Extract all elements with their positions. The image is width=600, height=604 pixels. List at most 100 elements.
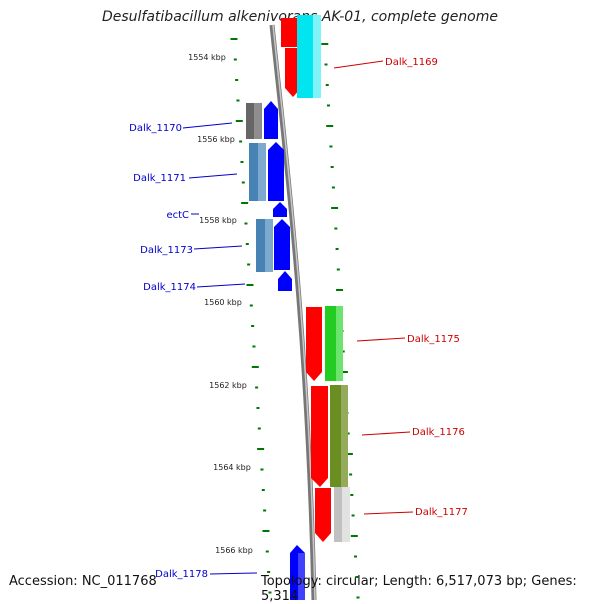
steelblue-feature-shade-2 bbox=[265, 219, 273, 272]
tick-mark bbox=[251, 325, 255, 327]
gene-arrow-dalk-1169[interactable] bbox=[281, 18, 297, 47]
tick-mark bbox=[230, 38, 238, 40]
tick-mark bbox=[235, 120, 243, 122]
lightgrey-feature-shade bbox=[342, 487, 350, 542]
gene-label-dalk-1175[interactable]: Dalk_1175 bbox=[407, 334, 460, 345]
tick-mark bbox=[252, 345, 256, 348]
cyan-feature-shade bbox=[313, 15, 321, 98]
tick-mark bbox=[354, 555, 358, 558]
leader-dalk-1175 bbox=[356, 337, 406, 342]
gene-label-dalk-1170[interactable]: Dalk_1170 bbox=[129, 123, 182, 134]
kbp-labels: 1554 kbp 1556 kbp 1558 kbp 1560 kbp 1562 kbp… bbox=[188, 53, 253, 555]
leader-dalk-1173 bbox=[193, 245, 243, 250]
gene-arrow-dalk-1173[interactable] bbox=[274, 219, 290, 270]
tick-mark bbox=[257, 427, 261, 430]
gene-arrow-dalk-1171[interactable] bbox=[268, 142, 284, 201]
tick-mark bbox=[329, 145, 333, 148]
tick-mark bbox=[336, 289, 344, 291]
kbp-label: 1554 kbp bbox=[188, 53, 226, 62]
leader-dalk-1170 bbox=[182, 122, 233, 129]
tick-mark bbox=[246, 284, 254, 286]
genome-backbone bbox=[269, 24, 317, 600]
tick-mark bbox=[350, 535, 358, 537]
tick-mark bbox=[249, 304, 253, 307]
green-feature-shade bbox=[336, 306, 343, 381]
tick-mark bbox=[335, 248, 339, 250]
tick-mark bbox=[326, 125, 334, 127]
gene-label-ectc[interactable]: ectC bbox=[166, 210, 189, 221]
tick-mark bbox=[262, 530, 270, 532]
gene-label-dalk-1177[interactable]: Dalk_1177 bbox=[415, 507, 468, 518]
gene-arrow-dalk-1174[interactable] bbox=[278, 271, 292, 291]
tick-mark bbox=[325, 84, 329, 86]
gene-label-dalk-1171[interactable]: Dalk_1171 bbox=[133, 173, 186, 184]
grey-feature-shade bbox=[254, 103, 262, 139]
tick-mark bbox=[321, 43, 329, 45]
gene-arrow-dalk-1175[interactable] bbox=[306, 307, 322, 381]
tick-mark bbox=[351, 514, 355, 517]
tick-mark bbox=[326, 104, 330, 107]
tick-mark bbox=[336, 268, 340, 271]
tick-mark bbox=[241, 181, 245, 184]
gene-label-dalk-1169[interactable]: Dalk_1169 bbox=[385, 57, 438, 68]
tick-mark bbox=[331, 186, 335, 189]
leader-dalk-1177 bbox=[363, 511, 414, 515]
leader-dalk-1174 bbox=[196, 283, 246, 288]
tick-mark bbox=[346, 432, 350, 435]
tick-mark bbox=[341, 350, 345, 353]
tick-mark bbox=[267, 571, 271, 573]
tick-mark bbox=[255, 386, 259, 389]
leader-dalk-1169 bbox=[333, 60, 384, 69]
gene-label-dalk-1173[interactable]: Dalk_1173 bbox=[140, 245, 193, 256]
kbp-label: 1566 kbp bbox=[215, 546, 253, 555]
tick-mark bbox=[324, 63, 328, 66]
tick-mark bbox=[241, 202, 249, 204]
tick-mark bbox=[330, 166, 334, 168]
tick-mark bbox=[257, 448, 265, 450]
tick-mark bbox=[233, 58, 237, 61]
tick-mark bbox=[356, 596, 360, 599]
olive-feature-shade bbox=[341, 385, 348, 487]
gene-label-dalk-1176[interactable]: Dalk_1176 bbox=[412, 427, 465, 438]
tick-mark bbox=[349, 473, 353, 476]
tick-mark bbox=[355, 576, 359, 578]
gene-label-dalk-1174[interactable]: Dalk_1174 bbox=[143, 282, 196, 293]
gene-arrow-dalk-1170[interactable] bbox=[264, 101, 278, 139]
kbp-label: 1564 kbp bbox=[213, 463, 251, 472]
leader-dalk-1171 bbox=[188, 173, 238, 179]
tick-mark bbox=[236, 99, 240, 102]
tick-mark bbox=[268, 591, 272, 594]
kbp-label: 1560 kbp bbox=[204, 298, 242, 307]
tick-mark bbox=[240, 161, 244, 163]
tick-mark bbox=[340, 371, 348, 373]
tick-mark bbox=[239, 140, 243, 143]
leader-dalk-1176 bbox=[361, 431, 411, 436]
tick-mark bbox=[350, 494, 354, 496]
gene-label-dalk-1178[interactable]: Dalk_1178 bbox=[155, 569, 208, 580]
tick-mark bbox=[345, 453, 353, 455]
tick-mark bbox=[247, 263, 251, 266]
tick-mark bbox=[251, 366, 259, 368]
tick-mark bbox=[263, 509, 267, 512]
gene-arrow-ectc[interactable] bbox=[273, 202, 287, 217]
tick-mark bbox=[261, 489, 265, 491]
tick-mark bbox=[331, 207, 339, 209]
tick-mark bbox=[235, 79, 239, 81]
leader-dalk-1178 bbox=[209, 572, 258, 575]
genome-backbone-highlight bbox=[272, 24, 316, 600]
accession-text: Accession: NC_011768 bbox=[9, 574, 157, 589]
gene-arrow-dalk-1176[interactable] bbox=[311, 386, 328, 487]
tick-mark bbox=[265, 550, 269, 553]
tick-mark bbox=[245, 243, 249, 245]
tick-mark bbox=[260, 468, 264, 471]
gene-arrow-dalk-1178-shade bbox=[298, 553, 305, 600]
steelblue-feature-shade-1 bbox=[258, 143, 266, 201]
gene-arrow-dalk-1177[interactable] bbox=[315, 488, 331, 542]
kbp-label: 1556 kbp bbox=[197, 135, 235, 144]
tick-mark bbox=[334, 227, 338, 230]
tick-mark bbox=[244, 222, 248, 225]
kbp-label: 1558 kbp bbox=[199, 216, 237, 225]
kbp-label: 1562 kbp bbox=[209, 381, 247, 390]
tick-mark bbox=[256, 407, 260, 409]
